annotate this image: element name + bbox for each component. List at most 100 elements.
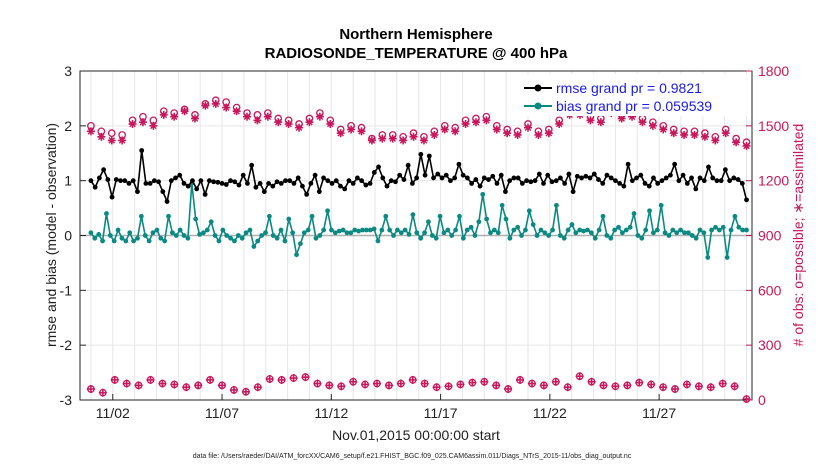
rmse-marker: [693, 186, 699, 192]
rmse-marker: [596, 177, 601, 182]
rmse-marker: [621, 183, 627, 189]
obs-offsynoptic-assimilated-marker: [241, 387, 250, 396]
rmse-marker: [236, 182, 242, 188]
bias-marker: [728, 227, 734, 233]
bias-marker: [550, 227, 555, 233]
bias-marker: [204, 227, 210, 233]
bias-marker: [565, 227, 571, 233]
asterisk-stroke: [597, 118, 605, 126]
bias-marker: [379, 227, 385, 233]
bias-marker: [557, 233, 563, 238]
bias-marker: [484, 216, 490, 222]
bias-marker: [100, 238, 105, 244]
rmse-marker: [194, 186, 200, 192]
bias-marker: [356, 228, 362, 234]
rmse-marker: [663, 175, 669, 181]
legend-rmse-label: rmse grand pr = 0.9821: [556, 80, 702, 96]
rmse-marker: [515, 175, 521, 181]
rmse-marker: [206, 178, 212, 184]
obs-offsynoptic-assimilated-marker: [86, 385, 95, 394]
asterisk-stroke: [243, 113, 251, 120]
obs-assimilated-marker: [440, 125, 449, 134]
rmse-marker: [126, 181, 132, 186]
bias-marker: [251, 244, 257, 249]
asterisk-stroke: [264, 113, 272, 120]
rmse-marker: [498, 172, 504, 178]
rmse-marker: [355, 175, 360, 181]
rmse-marker: [549, 179, 555, 185]
asterisk-stroke: [316, 113, 324, 120]
obs-offsynoptic-assimilated-marker: [361, 380, 370, 389]
bias-marker: [92, 235, 98, 241]
rmse-marker: [135, 189, 140, 195]
rmse-marker: [684, 181, 690, 186]
bias-marker: [201, 230, 206, 236]
rmse-marker: [490, 173, 496, 179]
asterisk-stroke: [295, 124, 303, 131]
rmse-marker: [376, 164, 381, 170]
bias-marker: [123, 238, 129, 244]
bias-marker: [449, 233, 455, 238]
obs-offsynoptic-assimilated-marker: [170, 380, 179, 389]
bias-marker: [414, 230, 420, 236]
obs-assimilated-marker: [243, 112, 252, 121]
rmse-marker: [245, 181, 250, 186]
rmse-marker: [718, 178, 724, 184]
bias-marker: [394, 227, 400, 233]
obs-assimilated-marker: [263, 112, 272, 121]
bias-marker: [135, 235, 140, 241]
rmse-marker: [359, 178, 365, 184]
legend-bias-marker: [534, 102, 542, 110]
rmse-marker: [215, 179, 221, 185]
rmse-marker: [190, 178, 195, 184]
bias-marker: [197, 232, 202, 237]
asterisk-stroke: [202, 102, 209, 110]
obs-assimilated-marker: [732, 138, 741, 147]
y-right-tick-label: 600: [758, 282, 782, 298]
bias-marker: [651, 230, 656, 236]
bias-marker: [406, 232, 412, 237]
obs-offsynoptic-assimilated-marker: [587, 377, 596, 386]
asterisk-stroke: [493, 126, 501, 133]
obs-offsynoptic-assimilated-marker: [539, 381, 548, 390]
rmse-marker: [528, 179, 534, 185]
rmse-marker: [574, 173, 580, 179]
obs-offsynoptic-assimilated-marker: [146, 375, 155, 384]
bias-marker: [352, 227, 358, 233]
series-layer: [86, 96, 751, 404]
rmse-marker: [697, 175, 703, 181]
bias-marker: [131, 238, 136, 244]
obs-offsynoptic-assimilated-marker: [671, 385, 680, 394]
bias-marker: [523, 227, 528, 233]
obs-offsynoptic-assimilated-marker: [492, 381, 501, 390]
bias-marker: [538, 227, 544, 233]
rmse-marker: [367, 181, 373, 186]
obs-assimilated-marker: [149, 121, 158, 130]
bias-marker: [146, 238, 152, 244]
bias-marker: [410, 212, 416, 218]
obs-assimilated-marker: [700, 132, 709, 141]
bias-marker: [402, 227, 408, 233]
bias-marker: [678, 227, 683, 233]
rmse-marker: [744, 197, 749, 203]
y-tick-label: 3: [64, 63, 72, 79]
bias-marker: [476, 219, 482, 225]
x-axis: 11/02 11/07 11/12 11/17 11/22 11/27: [96, 394, 676, 421]
x-tick-label: 11/17: [424, 405, 458, 421]
bias-marker: [542, 230, 548, 236]
rmse-marker: [261, 189, 267, 195]
bias-marker: [317, 233, 323, 238]
obs-assimilated-marker: [742, 141, 751, 150]
asterisk-stroke: [514, 131, 521, 139]
bias-marker: [507, 235, 513, 241]
bias-marker: [383, 213, 389, 219]
bias-marker: [418, 235, 424, 241]
bias-marker: [239, 235, 245, 241]
obs-assimilated-marker: [669, 129, 678, 138]
y-axis-label: rmse and bias (model - observation): [43, 123, 59, 347]
bias-marker: [491, 227, 497, 233]
rmse-marker: [105, 177, 111, 182]
obs-assimilated-marker: [253, 116, 262, 125]
bias-marker: [534, 233, 540, 238]
